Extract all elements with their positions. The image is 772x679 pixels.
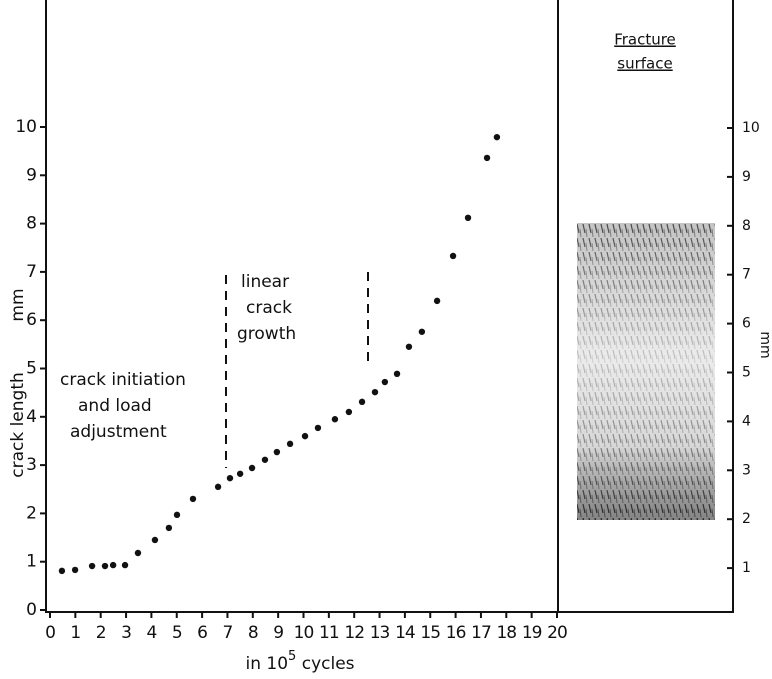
data-point: [72, 567, 78, 573]
data-point: [372, 389, 378, 395]
x-tick-label: 17: [471, 623, 491, 643]
y-axis-unit: mm: [8, 288, 28, 321]
x-tick-label: 11: [319, 623, 339, 643]
y-tick-label: 6: [26, 310, 37, 330]
data-point: [152, 537, 158, 543]
data-point: [89, 563, 95, 569]
data-point: [450, 253, 456, 259]
x-tick-label: 18: [496, 623, 516, 643]
fracture-image-shade: [577, 223, 715, 520]
y2-tick-label: 10: [742, 120, 760, 136]
y-tick-label: 1: [26, 552, 37, 572]
data-point: [287, 441, 293, 447]
data-point: [190, 496, 196, 502]
data-point: [166, 525, 172, 531]
y-tick-label: 2: [26, 503, 37, 523]
y-tick-label: 0: [26, 600, 37, 620]
y2-tick-label: 4: [742, 413, 751, 429]
data-point: [394, 371, 400, 377]
y2-tick-label: 2: [742, 511, 751, 527]
x-tick-label: 15: [420, 623, 440, 643]
panel-title: surface: [617, 55, 672, 73]
x-tick-label: 10: [294, 623, 314, 643]
data-point: [174, 512, 180, 518]
x-tick-label: 7: [223, 623, 233, 643]
annotation: adjustment: [70, 422, 167, 442]
data-point: [332, 416, 338, 422]
main-frame: [46, 0, 558, 612]
x-tick-label: 1: [70, 623, 80, 643]
y2-tick-label: 9: [742, 169, 751, 185]
x-label-part: in 10: [245, 654, 288, 674]
data-point: [110, 562, 116, 568]
data-point: [359, 399, 365, 405]
data-point: [237, 471, 243, 477]
x-label-exponent: 5: [288, 649, 296, 664]
annotation: crack: [246, 298, 292, 318]
x-tick-label: 4: [146, 623, 156, 643]
data-point: [135, 550, 141, 556]
y-axis-label: crack length: [8, 372, 28, 478]
y2-tick-label: 1: [742, 560, 751, 576]
x-label-part: cycles: [296, 654, 354, 674]
y2-tick-label: 5: [742, 365, 751, 381]
x-tick-label: 8: [248, 623, 258, 643]
y2-tick-label: 6: [742, 316, 751, 332]
x-tick-label: 14: [395, 623, 415, 643]
x-tick-label: 5: [172, 623, 182, 643]
panel-title: Fracture: [614, 31, 676, 49]
annotation: linear: [241, 272, 289, 292]
annotation: crack initiation: [60, 370, 186, 390]
y-tick-label: 10: [15, 117, 37, 137]
x-tick-label: 0: [45, 623, 55, 643]
x-tick-label: 3: [121, 623, 131, 643]
y2-axis-label: mm: [757, 331, 772, 358]
data-point: [227, 475, 233, 481]
y-tick-label: 5: [26, 359, 37, 379]
x-tick-label: 2: [96, 623, 106, 643]
y-tick-label: 9: [26, 165, 37, 185]
data-point: [419, 329, 425, 335]
x-axis-label: in 105 cycles: [245, 649, 354, 675]
data-point: [382, 379, 388, 385]
x-tick-label: 20: [547, 623, 567, 643]
data-point: [215, 484, 221, 490]
annotation: and load: [78, 396, 152, 416]
data-point: [262, 457, 268, 463]
data-point: [122, 562, 128, 568]
data-point: [315, 425, 321, 431]
data-point: [249, 465, 255, 471]
x-tick-label: 12: [344, 623, 364, 643]
chart: crack initiation and load adjustment lin…: [0, 0, 772, 679]
y-tick-label: 7: [26, 262, 37, 282]
y2-tick-label: 3: [742, 462, 751, 478]
y2-tick-label: 8: [742, 218, 751, 234]
x-tick-label: 6: [197, 623, 207, 643]
data-point: [346, 409, 352, 415]
y-tick-label: 8: [26, 214, 37, 234]
data-point: [59, 568, 65, 574]
data-point: [434, 298, 440, 304]
y-tick-label: 3: [26, 455, 37, 475]
x-tick-label: 16: [446, 623, 466, 643]
data-point: [274, 449, 280, 455]
data-point: [484, 155, 490, 161]
annotation: growth: [237, 324, 296, 344]
y-tick-label: 4: [26, 407, 37, 427]
data-point: [406, 344, 412, 350]
data-point: [494, 134, 500, 140]
x-tick-label: 13: [370, 623, 390, 643]
y2-tick-label: 7: [742, 267, 751, 283]
x-tick-label: 19: [522, 623, 542, 643]
data-point: [102, 563, 108, 569]
data-point: [465, 215, 471, 221]
data-point: [302, 433, 308, 439]
x-tick-label: 9: [273, 623, 283, 643]
